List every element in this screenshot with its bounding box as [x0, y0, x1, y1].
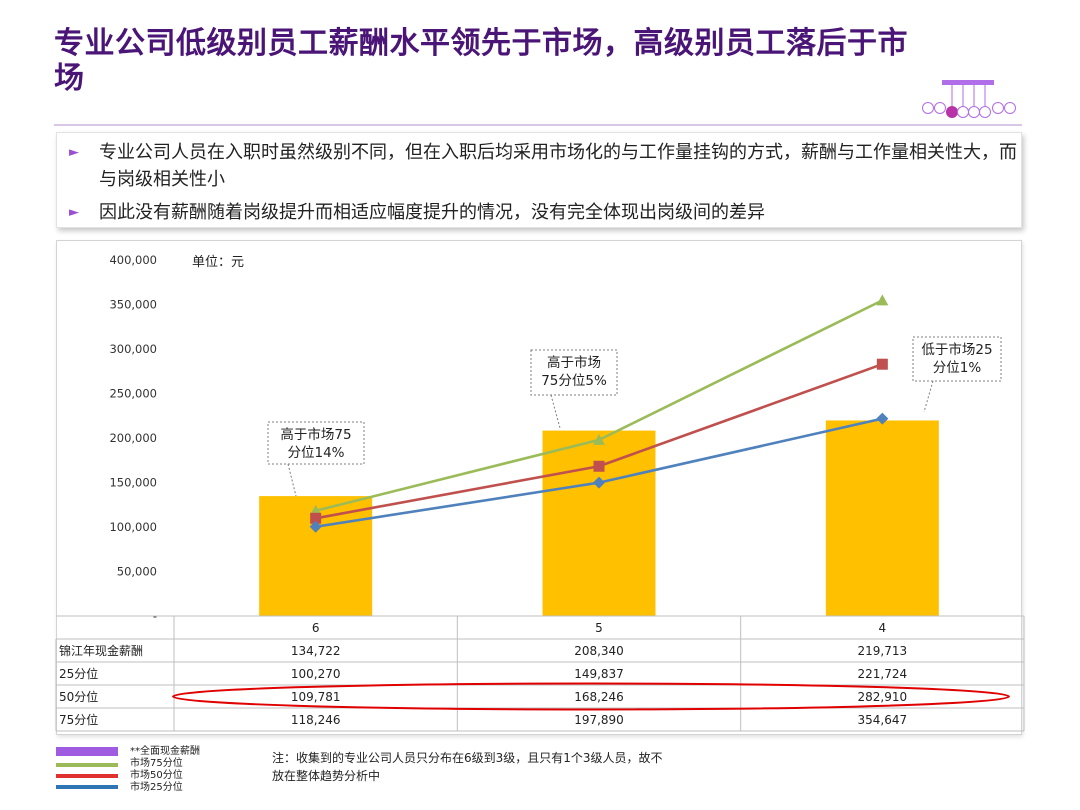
legend-label: 市场50分位 [130, 770, 183, 781]
table-cell: 354,647 [858, 713, 908, 727]
table-row-label: 锦江年现金薪酬 [59, 643, 143, 658]
marker-75分位 [876, 294, 889, 306]
bullet-arrow-icon: ► [69, 145, 79, 160]
x-category-label: 6 [312, 621, 320, 635]
y-tick-label: 200,000 [109, 431, 157, 445]
page-title: 专业公司低级别员工薪酬水平领先于市场，高级别员工落后于市场 [54, 26, 908, 96]
callout-box [267, 421, 365, 465]
y-tick-label: 150,000 [109, 476, 157, 490]
callout-leader [287, 463, 297, 497]
table-row-label: 25分位 [59, 666, 98, 681]
table-cell: 221,724 [858, 667, 908, 681]
bar-4 [825, 420, 939, 616]
callout-text: 低于市场25 [921, 341, 992, 358]
table-cell: 282,910 [858, 690, 908, 704]
callout-text: 75分位5% [541, 373, 607, 389]
table-cell: 149,837 [574, 667, 624, 681]
unit-label: 单位：元 [192, 255, 244, 270]
title-divider [54, 124, 1022, 126]
legend-label: 市场75分位 [130, 758, 183, 769]
table-cell: 219,713 [858, 644, 908, 658]
callout-box [530, 349, 618, 396]
legend-swatch-p75 [56, 763, 118, 767]
highlight-ellipse [172, 682, 1010, 711]
table-cell: 100,270 [291, 667, 341, 681]
logo-icon [922, 80, 1016, 118]
marker-75分位 [593, 433, 605, 445]
callout-text: 分位1% [933, 360, 982, 376]
marker-25分位 [593, 476, 605, 489]
y-tick-label: 50,000 [117, 565, 157, 579]
y-tick-label: 350,000 [109, 298, 157, 312]
summary-box: ► 专业公司人员在入职时虽然级别不同，但在入职后均采用市场化的与工作量挂钩的方式… [56, 132, 1022, 228]
y-tick-label: 100,000 [109, 520, 157, 534]
table-row-label: 75分位 [59, 712, 98, 727]
callout-box [912, 336, 1002, 382]
legend-swatch-p25 [56, 785, 118, 789]
y-tick-label: 250,000 [109, 387, 157, 401]
footnote: 注：收集到的专业公司人员只分布在6级到3级，且只有1个3级人员，故不放在整体趋势… [272, 751, 663, 783]
legend-label: **全面现金薪酬 [130, 746, 200, 757]
table-cell: 134,722 [291, 644, 341, 658]
bar-5 [542, 430, 656, 616]
table-cell: 197,890 [574, 713, 624, 727]
callout-text: 分位14% [287, 445, 344, 461]
x-category-label: 5 [595, 621, 603, 635]
marker-50分位 [593, 460, 605, 472]
y-tick-label: 300,000 [109, 342, 157, 356]
callout-text: 高于市场75 [280, 426, 351, 443]
callout-leader [923, 380, 934, 413]
marker-50分位 [876, 358, 888, 370]
chart-panel [56, 240, 1022, 735]
legend-swatch-p50 [56, 774, 118, 778]
table-row-label: 50分位 [59, 689, 98, 704]
marker-50分位 [310, 512, 322, 524]
table-cell: 109,781 [291, 690, 341, 704]
table-cell: 168,246 [574, 690, 624, 704]
callout-leader [550, 394, 561, 429]
table-cell: 118,246 [291, 713, 341, 727]
y-tick-label: 400,000 [109, 253, 157, 267]
marker-25分位 [876, 412, 889, 425]
bullet-item: ► 专业公司人员在入职时虽然级别不同，但在入职后均采用市场化的与工作量挂钩的方式… [69, 139, 1019, 193]
bullet-item: ► 因此没有薪酬随着岗级提升而相适应幅度提升的情况，没有完全体现出岗级间的差异 [69, 199, 1019, 226]
table-cell: 208,340 [574, 644, 624, 658]
callout-text: 高于市场 [547, 354, 601, 371]
marker-25分位 [309, 520, 322, 533]
legend-swatch-cash [56, 747, 118, 756]
x-category-label: 4 [879, 621, 887, 635]
legend-label: 市场25分位 [130, 782, 183, 793]
bullet-arrow-icon: ► [69, 205, 79, 220]
